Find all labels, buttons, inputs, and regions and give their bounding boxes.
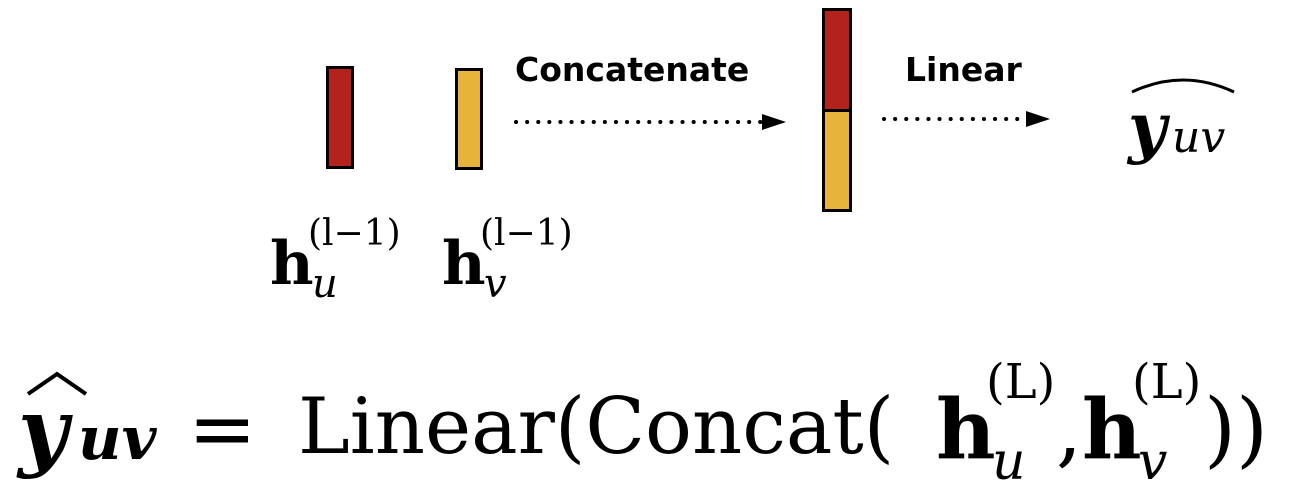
linear-label: Linear [905,50,1022,89]
feature-hu-base: h [270,229,314,299]
concatenate-arrow [514,114,786,130]
output-y-subscript: uv [1172,112,1226,163]
wide-hat-icon [1131,78,1235,94]
concat-vector-bottom [822,109,852,212]
concat-vector-top [822,8,852,112]
linear-arrow [882,111,1050,127]
equation-y-base: y [18,380,68,481]
equation-comma: , [1056,382,1083,477]
equation-closing: )) [1204,382,1268,477]
equation-hv-base: h [1082,382,1142,478]
equation-hu-subscript: u [992,432,1026,492]
vector-hu [326,66,354,169]
equation-hu-superscript: (L) [986,354,1056,410]
equation-hv-subscript: v [1138,432,1168,492]
equation-equals: = [188,382,257,477]
feature-hv-superscript: (l−1) [480,213,573,254]
equation-y-subscript: uv [78,404,157,474]
equation-function: Linear(Concat( [298,382,895,472]
equation-hu-base: h [936,382,996,478]
feature-hv-subscript: v [484,261,507,307]
equation-hv-superscript: (L) [1132,354,1202,410]
concatenate-label: Concatenate [515,50,750,89]
feature-hv-base: h [442,229,486,299]
feature-hu-subscript: u [312,261,338,307]
hat-icon [26,371,88,396]
vector-hv [455,68,483,170]
output-y-base: y [1128,88,1167,166]
feature-hu-superscript: (l−1) [308,213,401,254]
